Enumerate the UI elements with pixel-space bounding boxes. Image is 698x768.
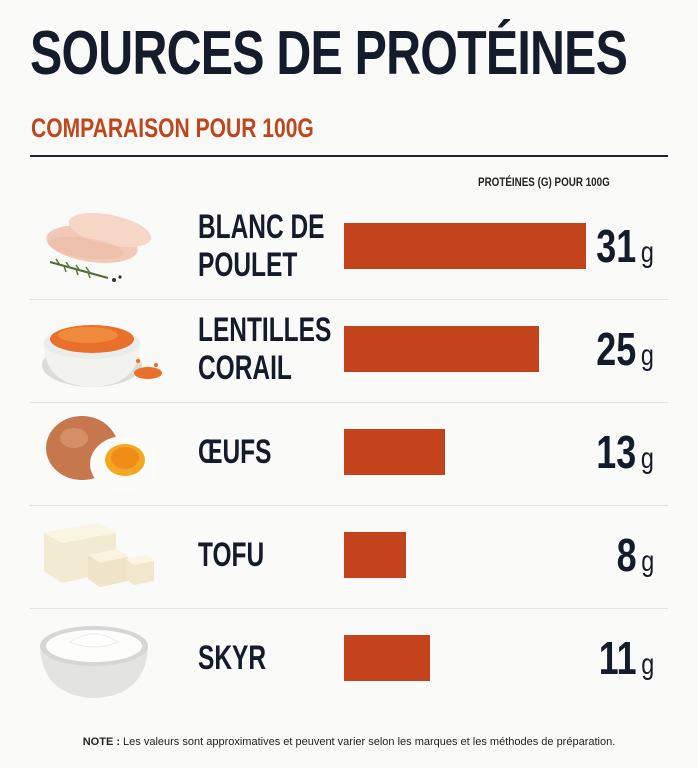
page-subtitle: COMPARAISON POUR 100G — [31, 113, 314, 143]
skyr-bowl-icon — [30, 612, 170, 702]
chart-row: BLANC DE POULET 31 g — [30, 196, 668, 299]
row-divider — [30, 402, 668, 403]
category-label: ŒUFS — [198, 432, 272, 471]
chicken-breast-icon — [30, 200, 170, 290]
value-number: 11 — [598, 631, 637, 684]
tofu-cubes-icon — [30, 509, 170, 599]
category-label: TOFU — [198, 535, 265, 574]
note-text: Les valeurs sont approximatives et peuve… — [120, 736, 616, 748]
category-label: SKYR — [198, 638, 267, 677]
row-divider — [30, 505, 668, 506]
value-unit: g — [640, 647, 654, 681]
row-divider — [30, 608, 668, 609]
category-label: LENTILLES CORAIL — [198, 310, 332, 387]
chart-row: SKYR 11 g — [30, 608, 668, 711]
value-unit: g — [640, 441, 654, 475]
red-lentils-bowl-icon — [30, 303, 170, 393]
value-number: 31 — [596, 219, 637, 272]
chart-row: LENTILLES CORAIL 25 g — [30, 299, 668, 402]
value-unit: g — [640, 544, 654, 578]
bar — [344, 531, 406, 578]
value-number: 25 — [596, 322, 637, 375]
title-divider — [30, 155, 668, 157]
category-label: BLANC DE POULET — [198, 207, 325, 284]
value-label: 13 g — [596, 427, 654, 484]
value-label: 25 g — [596, 324, 654, 381]
row-divider — [30, 299, 668, 300]
bar — [344, 222, 586, 269]
value-number: 13 — [596, 425, 637, 478]
value-label: 31 g — [596, 221, 654, 278]
axis-label: PROTÉINES (G) POUR 100G — [478, 175, 610, 189]
bar — [344, 325, 539, 372]
footnote: NOTE : Les valeurs sont approximatives e… — [0, 736, 698, 748]
egg-icon — [30, 406, 170, 496]
chart-row: TOFU 8 g — [30, 505, 668, 608]
value-label: 11 g — [598, 633, 654, 690]
value-unit: g — [640, 235, 654, 269]
value-unit: g — [640, 338, 654, 372]
note-label: NOTE : — [82, 736, 120, 748]
bar — [344, 428, 445, 475]
value-number: 8 — [616, 528, 637, 581]
chart-row: ŒUFS 13 g — [30, 402, 668, 505]
page-title: SOURCES DE PROTÉINES — [30, 19, 628, 88]
bar — [344, 634, 430, 681]
